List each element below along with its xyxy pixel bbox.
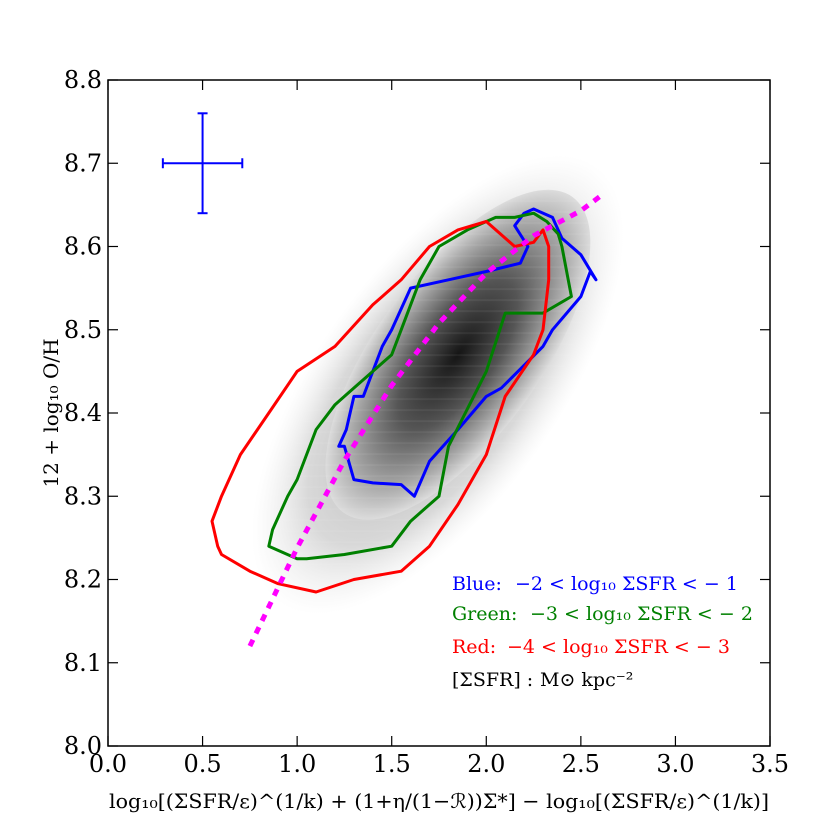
contour-blue xyxy=(337,207,598,498)
y-tick-label: 8.8 xyxy=(64,66,102,94)
contour-green xyxy=(267,211,573,561)
y-tick-label: 8.7 xyxy=(64,149,102,177)
x-tick-label: 1.0 xyxy=(278,750,316,778)
density-band xyxy=(212,343,600,346)
density-band xyxy=(212,508,600,511)
density-band xyxy=(212,266,600,269)
legend-expr-green: −3 < log₁₀ ΣSFR < − 2 xyxy=(530,603,753,625)
legend-entry-units: [ΣSFR] : M⊙ kpc⁻² xyxy=(452,669,633,691)
x-axis-label: log₁₀[(ΣSFR/ε)^(1/k) + (1+η/(1−ℛ))Σ*] − … xyxy=(109,789,769,813)
contour-red xyxy=(210,220,551,594)
density-band xyxy=(212,277,600,280)
x-tick-label: 1.5 xyxy=(373,750,411,778)
density-band xyxy=(212,420,600,423)
density-band xyxy=(212,211,600,214)
density-band xyxy=(212,563,600,566)
density-band xyxy=(212,376,600,379)
density-band xyxy=(212,519,600,522)
density-band xyxy=(212,431,600,434)
y-tick-labels: 8.0 8.1 8.2 8.3 8.4 8.5 8.6 8.7 8.8 xyxy=(64,66,102,760)
density-band xyxy=(212,255,600,258)
density-band xyxy=(212,145,600,148)
density-band xyxy=(212,233,600,236)
density-band xyxy=(212,310,600,313)
density-band xyxy=(212,244,600,247)
density-band xyxy=(212,321,600,324)
y-axis-label: 12 + log₁₀ O/H xyxy=(39,338,63,487)
x-tick-label: 2.5 xyxy=(562,750,600,778)
legend-entry-blue: Blue: −2 < log₁₀ ΣSFR < − 1 xyxy=(452,573,738,595)
legend-label-units: [ΣSFR] : xyxy=(452,669,533,691)
density-band xyxy=(212,387,600,390)
density-band xyxy=(212,200,600,203)
legend-label-green: Green: xyxy=(452,603,517,625)
legend-entry-red: Red: −4 < log₁₀ ΣSFR < − 3 xyxy=(452,636,730,658)
x-tick-labels: 0.0 0.5 1.0 1.5 2.0 2.5 3.0 3.5 xyxy=(89,750,789,778)
density-band xyxy=(212,475,600,478)
y-tick-label: 8.3 xyxy=(64,482,102,510)
density-band xyxy=(212,398,600,401)
legend-expr-red: −4 < log₁₀ ΣSFR < − 3 xyxy=(507,636,730,658)
density-band xyxy=(212,332,600,335)
legend-entry-green: Green: −3 < log₁₀ ΣSFR < − 2 xyxy=(452,603,753,625)
fit-curve-layer xyxy=(247,194,602,648)
density-band xyxy=(212,442,600,445)
density-histogram xyxy=(212,145,624,615)
density-band xyxy=(212,156,600,159)
axis-ticks xyxy=(107,79,771,747)
x-tick-label: 3.0 xyxy=(656,750,694,778)
x-tick-label: 3.5 xyxy=(751,750,789,778)
density-band xyxy=(212,354,600,357)
density-band xyxy=(212,464,600,467)
density-band xyxy=(212,167,600,170)
density-band xyxy=(212,530,600,533)
density-core xyxy=(325,189,591,520)
y-tick-label: 8.4 xyxy=(64,399,102,427)
y-tick-label: 8.6 xyxy=(64,233,102,261)
y-tick-label: 8.2 xyxy=(64,566,102,594)
density-band xyxy=(212,178,600,181)
density-band xyxy=(212,453,600,456)
legend-label-blue: Blue: xyxy=(452,573,502,595)
density-band xyxy=(212,189,600,192)
contour-layer xyxy=(210,207,598,594)
density-band xyxy=(212,409,600,412)
x-tick-label: 2.0 xyxy=(467,750,505,778)
density-band xyxy=(212,596,600,599)
density-band xyxy=(212,574,600,577)
plot-area xyxy=(161,112,624,648)
density-band xyxy=(212,497,600,500)
legend-expr-blue: −2 < log₁₀ ΣSFR < − 1 xyxy=(515,573,738,595)
legend-expr-units: M⊙ kpc⁻² xyxy=(540,669,633,691)
density-band xyxy=(212,552,600,555)
fit-curve xyxy=(247,194,602,648)
legend: Blue: −2 < log₁₀ ΣSFR < − 1 Green: −3 < … xyxy=(452,573,753,691)
density-band xyxy=(212,365,600,368)
x-tick-label: 0.5 xyxy=(183,750,221,778)
x-tick-label: 0.0 xyxy=(89,750,127,778)
density-band xyxy=(212,585,600,588)
y-tick-label: 8.1 xyxy=(64,649,102,677)
y-tick-label: 8.0 xyxy=(64,732,102,760)
density-band xyxy=(212,222,600,225)
density-band xyxy=(212,288,600,291)
y-tick-label: 8.5 xyxy=(64,316,102,344)
error-bar xyxy=(161,112,244,215)
legend-label-red: Red: xyxy=(452,636,496,658)
density-band xyxy=(212,541,600,544)
